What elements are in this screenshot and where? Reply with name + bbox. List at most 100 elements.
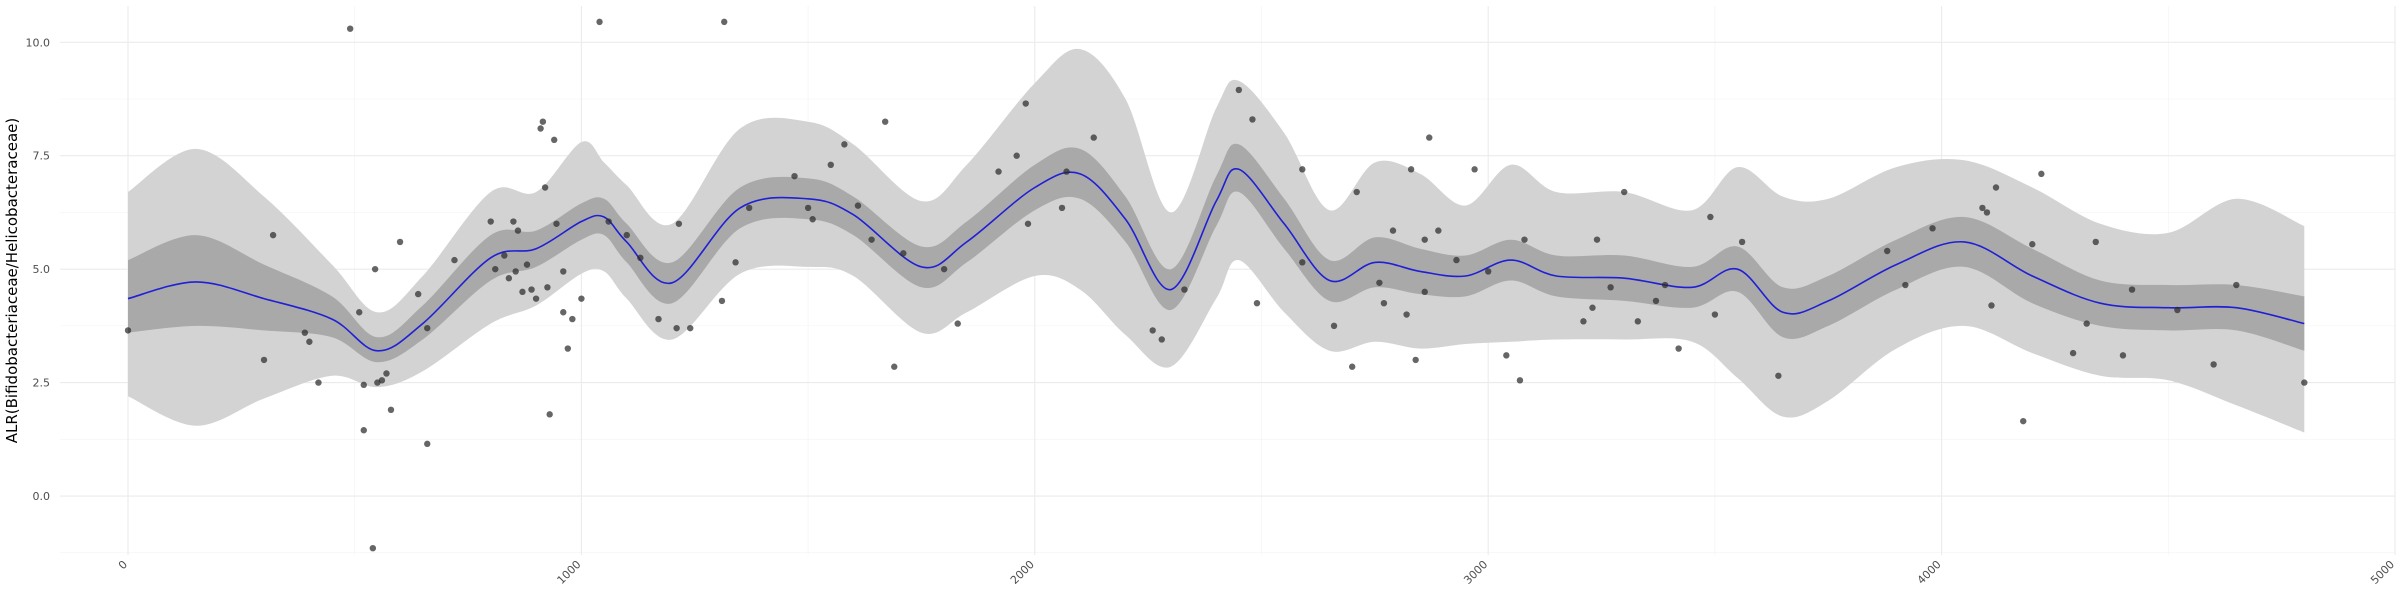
data-points: [124, 18, 2308, 552]
data-point: [1158, 336, 1165, 343]
data-point: [1503, 352, 1510, 359]
data-point: [560, 309, 567, 316]
data-point: [1435, 227, 1442, 234]
data-point: [551, 136, 558, 144]
data-point: [900, 250, 907, 257]
data-point: [560, 268, 567, 275]
data-point: [1607, 284, 1614, 291]
data-point: [605, 218, 612, 225]
data-point: [940, 265, 948, 273]
data-point: [356, 309, 363, 316]
y-tick-label: 0.0: [33, 490, 51, 503]
data-point: [546, 411, 553, 418]
data-point: [2020, 417, 2027, 425]
data-point: [2069, 349, 2077, 357]
x-tick-label: 4000: [1915, 558, 1944, 587]
data-point: [2029, 241, 2036, 248]
data-point: [1389, 227, 1397, 234]
data-point: [541, 184, 549, 191]
data-point: [1299, 259, 1306, 266]
data-point: [1426, 134, 1433, 141]
y-tick-label: 7.5: [33, 150, 51, 163]
data-point: [424, 324, 431, 332]
data-point: [791, 172, 798, 180]
data-point: [1521, 236, 1528, 243]
data-point: [1348, 363, 1356, 370]
data-point: [1253, 299, 1261, 307]
data-point: [721, 18, 728, 26]
data-point: [1621, 188, 1628, 196]
data-point: [383, 370, 390, 377]
data-point: [1580, 318, 1587, 325]
data-point: [1589, 304, 1596, 311]
data-point: [2301, 379, 2308, 386]
data-point: [371, 265, 379, 273]
data-point: [569, 315, 576, 323]
data-point: [1775, 372, 1782, 379]
data-point: [360, 381, 367, 389]
data-point: [891, 363, 898, 370]
data-point: [2083, 320, 2090, 327]
data-point: [514, 227, 522, 234]
data-point: [2233, 281, 2240, 289]
y-tick-label: 10.0: [26, 36, 51, 49]
data-point: [687, 324, 694, 332]
data-point: [1330, 322, 1338, 330]
data-point: [301, 329, 309, 336]
data-point: [544, 284, 551, 291]
data-point: [827, 161, 834, 169]
data-point: [1058, 204, 1066, 212]
data-point: [1299, 166, 1306, 173]
data-point: [1988, 302, 1995, 309]
data-point: [868, 236, 875, 243]
data-point: [1983, 209, 1991, 216]
data-point: [378, 377, 386, 384]
data-point: [1024, 220, 1032, 227]
data-point: [1634, 318, 1642, 325]
data-point: [1181, 286, 1188, 293]
data-point: [564, 345, 572, 352]
data-point: [1022, 100, 1029, 107]
data-point: [954, 320, 961, 327]
data-point: [414, 290, 422, 298]
data-point: [387, 406, 395, 414]
data-point: [512, 268, 519, 275]
data-point: [424, 440, 431, 448]
data-point: [1249, 116, 1256, 123]
y-axis-tick-labels: 0.0 2.5 5.0 7.5 10.0: [26, 36, 51, 503]
data-point: [804, 204, 812, 212]
data-point: [1485, 268, 1492, 275]
data-point: [315, 379, 322, 386]
data-point: [732, 259, 739, 266]
data-point: [537, 125, 544, 132]
x-tick-label: 5000: [2368, 558, 2397, 587]
data-point: [1376, 279, 1383, 286]
data-point: [1516, 377, 1524, 384]
data-point: [623, 231, 630, 239]
data-point: [369, 544, 377, 552]
data-point: [501, 252, 508, 259]
data-point: [532, 295, 540, 302]
inner-confidence-band: [128, 143, 2305, 363]
data-point: [2210, 361, 2217, 368]
data-point: [1902, 281, 1909, 289]
x-tick-label: 3000: [1461, 558, 1490, 587]
data-point: [1149, 327, 1156, 334]
data-point: [523, 261, 531, 268]
data-point: [487, 218, 494, 225]
data-point: [505, 275, 513, 282]
x-axis-tick-labels: 0 1000 2000 3000 4000 5000: [116, 558, 2397, 587]
data-point: [396, 238, 404, 246]
data-point: [1353, 188, 1360, 196]
data-point: [995, 168, 1002, 175]
data-point: [1235, 86, 1243, 94]
data-point: [596, 18, 603, 26]
outer-confidence-band: [128, 48, 2305, 433]
data-point: [2038, 170, 2045, 178]
data-point: [1738, 238, 1746, 246]
data-point: [1453, 256, 1460, 264]
data-point: [2119, 352, 2127, 359]
data-point: [360, 427, 367, 434]
data-point: [637, 254, 644, 262]
data-point: [1707, 213, 1714, 221]
